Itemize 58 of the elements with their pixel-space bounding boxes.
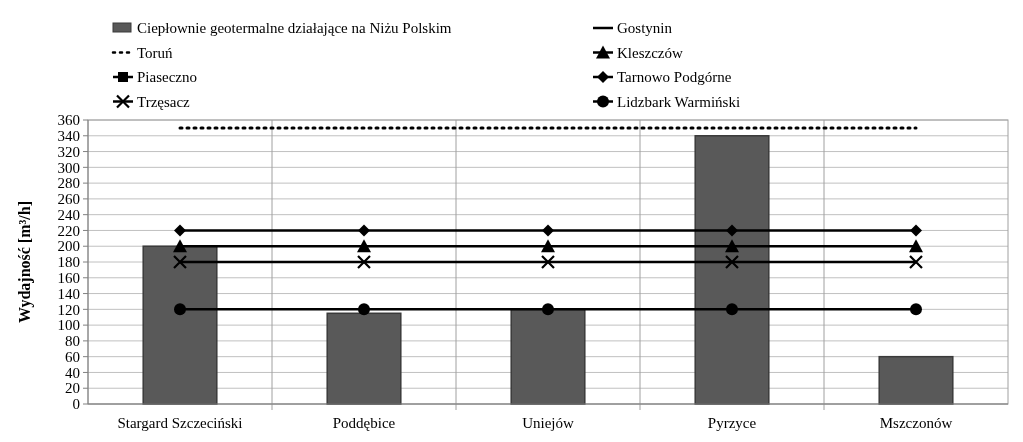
- point: [908, 254, 924, 270]
- y-tick-label: 160: [57, 270, 80, 287]
- point: [910, 224, 922, 237]
- bar: [510, 308, 586, 405]
- y-tick-label: 320: [57, 143, 80, 160]
- x-tick-label: Poddębice: [332, 415, 396, 431]
- y-axis-title: Wydajność [m³/h]: [16, 201, 34, 323]
- y-tick-label: 340: [57, 128, 80, 145]
- y-tick-label: 140: [57, 285, 80, 302]
- legend-label: Trzęsacz: [137, 93, 191, 110]
- y-tick-label: 360: [57, 112, 80, 129]
- y-tick-label: 220: [57, 222, 80, 239]
- x-tick-label: Uniejów: [522, 415, 574, 431]
- y-tick-label: 0: [72, 396, 80, 413]
- point: [726, 224, 738, 237]
- y-tick-label: 240: [57, 206, 80, 223]
- legend-label: Lidzbark Warmiński: [617, 93, 741, 110]
- y-tick-label: 80: [65, 333, 80, 350]
- y-tick-label: 100: [57, 317, 80, 334]
- y-tick-label: 20: [65, 380, 80, 397]
- legend-label: Ciepłownie geotermalne działające na Niżu Polskim: [137, 20, 452, 37]
- point: [541, 239, 555, 253]
- point: [357, 239, 371, 253]
- point: [542, 303, 554, 316]
- x-tick-label: Pyrzyce: [707, 415, 757, 431]
- bar: [694, 135, 770, 405]
- bar: [878, 355, 954, 405]
- y-tick-label: 180: [57, 254, 80, 271]
- point: [174, 224, 186, 237]
- legend-label: Piaseczno: [137, 69, 197, 86]
- bar: [142, 245, 218, 405]
- legend-label: Kleszczów: [617, 44, 683, 61]
- x-tick-label: Mszczonów: [879, 415, 953, 431]
- point: [174, 303, 186, 316]
- legend-label: Tarnowo Podgórne: [617, 69, 732, 86]
- point: [540, 254, 556, 270]
- point: [173, 239, 187, 253]
- y-tick-label: 260: [57, 191, 80, 208]
- point: [542, 224, 554, 237]
- point: [909, 239, 923, 253]
- legend-label: Toruń: [137, 44, 174, 61]
- y-tick-label: 120: [57, 301, 80, 318]
- bar: [326, 312, 402, 405]
- point: [726, 303, 738, 316]
- point: [358, 303, 370, 316]
- y-tick-label: 60: [65, 348, 80, 365]
- y-tick-label: 300: [57, 159, 80, 176]
- legend-label: Gostynin: [617, 20, 673, 37]
- y-tick-label: 40: [65, 364, 80, 381]
- y-tick-label: 200: [57, 238, 80, 255]
- point: [358, 224, 370, 237]
- point: [172, 254, 188, 270]
- point: [724, 254, 740, 270]
- point: [910, 303, 922, 316]
- point: [356, 254, 372, 270]
- point: [725, 239, 739, 253]
- x-tick-label: Stargard Szczeciński: [117, 415, 243, 431]
- y-tick-label: 280: [57, 175, 80, 192]
